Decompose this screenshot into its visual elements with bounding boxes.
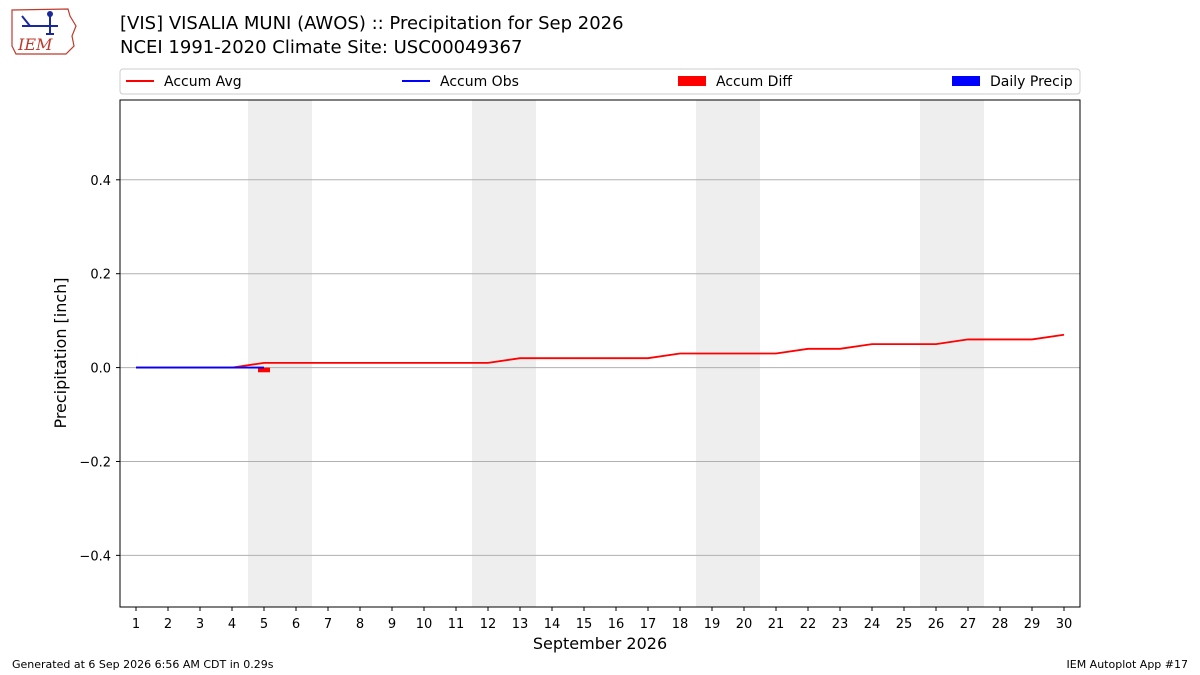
x-tick-label: 10	[416, 617, 433, 632]
legend: Accum Avg Accum Obs Accum Diff Daily Precip	[119, 68, 1081, 95]
x-tick-label: 6	[292, 617, 300, 632]
y-tick-label: −0.2	[79, 455, 111, 470]
bar-accum-diff	[258, 367, 270, 373]
x-tick-label: 27	[960, 617, 977, 632]
iem-logo: IEM	[8, 6, 80, 58]
x-tick-label: 28	[992, 617, 1009, 632]
x-tick-label: 4	[228, 617, 236, 632]
x-tick-label: 5	[260, 617, 268, 632]
weekend-band	[920, 100, 984, 607]
y-tick-label: −0.4	[79, 549, 111, 564]
x-tick-label: 19	[704, 617, 721, 632]
chart-title: [VIS] VISALIA MUNI (AWOS) :: Precipitati…	[120, 13, 624, 34]
x-tick-label: 29	[1024, 617, 1041, 632]
legend-label: Accum Obs	[440, 74, 519, 90]
y-tick-label: 0.4	[90, 174, 111, 189]
x-tick-label: 16	[608, 617, 625, 632]
x-tick-label: 1	[132, 617, 140, 632]
x-tick-label: 20	[736, 617, 753, 632]
x-tick-label: 15	[576, 617, 593, 632]
x-tick-label: 12	[480, 617, 497, 632]
y-tick-label: 0.0	[90, 362, 111, 377]
x-tick-label: 22	[800, 617, 817, 632]
footer-generated: Generated at 6 Sep 2026 6:56 AM CDT in 0…	[12, 658, 274, 671]
x-tick-label: 21	[768, 617, 785, 632]
x-tick-label: 13	[512, 617, 529, 632]
x-tick-label: 14	[544, 617, 561, 632]
x-tick-label: 17	[640, 617, 657, 632]
x-tick-label: 2	[164, 617, 172, 632]
x-tick-label: 9	[388, 617, 396, 632]
legend-label: Accum Avg	[164, 74, 242, 90]
legend-box	[119, 68, 1081, 95]
x-tick-label: 24	[864, 617, 881, 632]
x-tick-label: 8	[356, 617, 364, 632]
legend-label: Daily Precip	[990, 74, 1073, 90]
logo-text: IEM	[17, 35, 53, 54]
weekend-band	[472, 100, 536, 607]
x-tick-label: 26	[928, 617, 945, 632]
x-tick-label: 18	[672, 617, 689, 632]
x-tick-label: 30	[1056, 617, 1073, 632]
x-tick-label: 23	[832, 617, 849, 632]
chart-subtitle: NCEI 1991-2020 Climate Site: USC00049367	[120, 37, 523, 58]
footer-app: IEM Autoplot App #17	[1066, 658, 1189, 671]
x-tick-label: 7	[324, 617, 332, 632]
plot-frame	[119, 99, 1081, 608]
x-tick-label: 3	[196, 617, 204, 632]
line-accum-avg	[136, 333, 1065, 369]
x-tick-label: 25	[896, 617, 913, 632]
y-tick-label: 0.2	[90, 268, 111, 283]
y-axis-label: Precipitation [inch]	[51, 277, 70, 428]
weekend-band	[248, 100, 312, 607]
legend-patch-swatch	[678, 76, 706, 86]
x-axis-label: September 2026	[533, 634, 667, 653]
x-tick-label: 11	[448, 617, 465, 632]
legend-patch-swatch	[952, 76, 980, 86]
legend-label: Accum Diff	[716, 74, 792, 90]
